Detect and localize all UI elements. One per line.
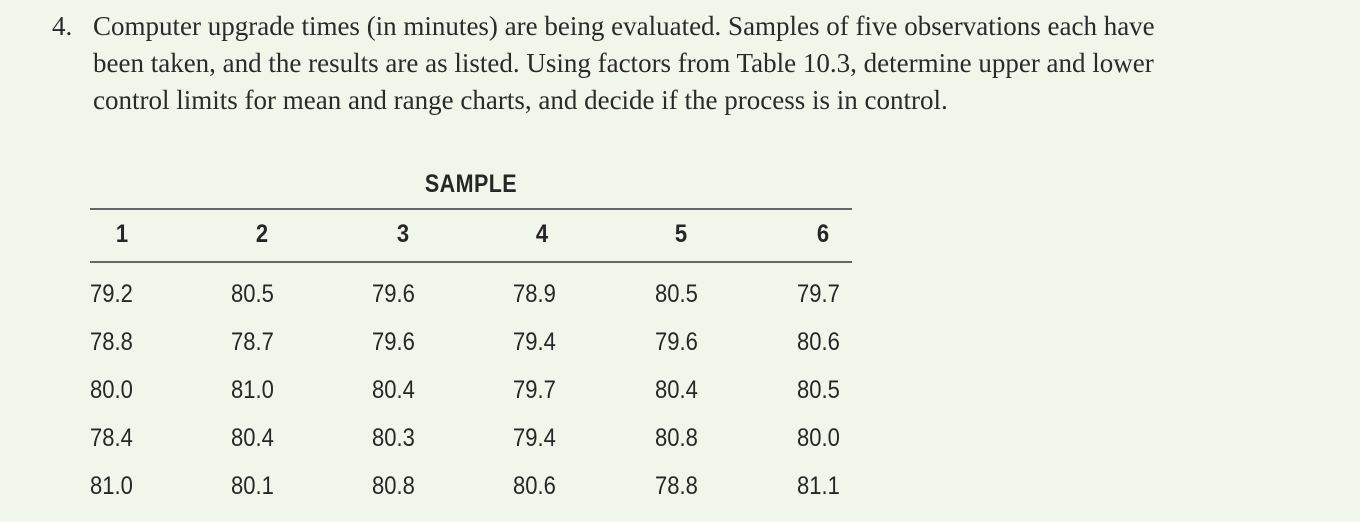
column-header-sample-4: 4	[535, 220, 549, 248]
table-cell: 79.4	[513, 328, 556, 356]
table-cell: 81.1	[797, 472, 840, 500]
table-row: 79.2 80.5 79.6 78.9 80.5 79.7	[90, 280, 852, 328]
table-row: 80.0 81.0 80.4 79.7 80.4 80.5	[90, 376, 852, 424]
table-cell: 80.6	[797, 328, 840, 356]
table-cell: 80.4	[655, 376, 698, 404]
column-header-sample-3: 3	[396, 220, 410, 248]
table-cell: 79.7	[513, 376, 556, 404]
table-cell: 79.4	[513, 424, 556, 452]
column-header-sample-2: 2	[255, 220, 269, 248]
table-cell: 80.5	[655, 280, 698, 308]
table-cell: 80.3	[372, 424, 415, 452]
table-row: 78.8 78.7 79.6 79.4 79.6 80.6	[90, 328, 852, 376]
table-cell: 80.1	[231, 472, 274, 500]
table-cell: 79.7	[797, 280, 840, 308]
table-cell: 80.0	[797, 424, 840, 452]
table-header-rule	[90, 261, 852, 263]
problem-line: Computer upgrade times (in minutes) are …	[93, 11, 1155, 41]
table-cell: 80.5	[231, 280, 274, 308]
table-top-rule	[90, 208, 852, 210]
table-cell: 78.9	[513, 280, 556, 308]
table-cell: 78.7	[231, 328, 274, 356]
problem-line: been taken, and the results are as liste…	[93, 48, 1154, 78]
table-cell: 79.2	[90, 280, 133, 308]
table-row: 81.0 80.1 80.8 80.6 78.8 81.1	[90, 472, 852, 520]
problem-number: 4.	[52, 11, 73, 41]
table-cell: 80.5	[797, 376, 840, 404]
table-row: 78.4 80.4 80.3 79.4 80.8 80.0	[90, 424, 852, 472]
problem-line: control limits for mean and range charts…	[93, 85, 948, 115]
table-cell: 78.8	[90, 328, 133, 356]
column-header-sample-5: 5	[674, 220, 688, 248]
problem-text: Computer upgrade times (in minutes) are …	[93, 8, 1358, 119]
table-cell: 80.4	[372, 376, 415, 404]
table-header-row: 1 2 3 4 5 6	[90, 220, 852, 254]
table-cell: 80.8	[372, 472, 415, 500]
column-header-sample-1: 1	[115, 220, 129, 248]
table-cell: 78.8	[655, 472, 698, 500]
table-title: SAMPLE	[424, 170, 518, 198]
table-cell: 79.6	[372, 328, 415, 356]
table-cell: 78.4	[90, 424, 133, 452]
table-cell: 80.6	[513, 472, 556, 500]
table-cell: 80.8	[655, 424, 698, 452]
table-cell: 79.6	[372, 280, 415, 308]
table-cell: 80.0	[90, 376, 133, 404]
table-cell: 80.4	[231, 424, 274, 452]
table-body: 79.2 80.5 79.6 78.9 80.5 79.7 78.8 78.7 …	[90, 280, 852, 520]
table-cell: 81.0	[90, 472, 133, 500]
table-cell: 79.6	[655, 328, 698, 356]
column-header-sample-6: 6	[816, 220, 830, 248]
table-cell: 81.0	[231, 376, 274, 404]
